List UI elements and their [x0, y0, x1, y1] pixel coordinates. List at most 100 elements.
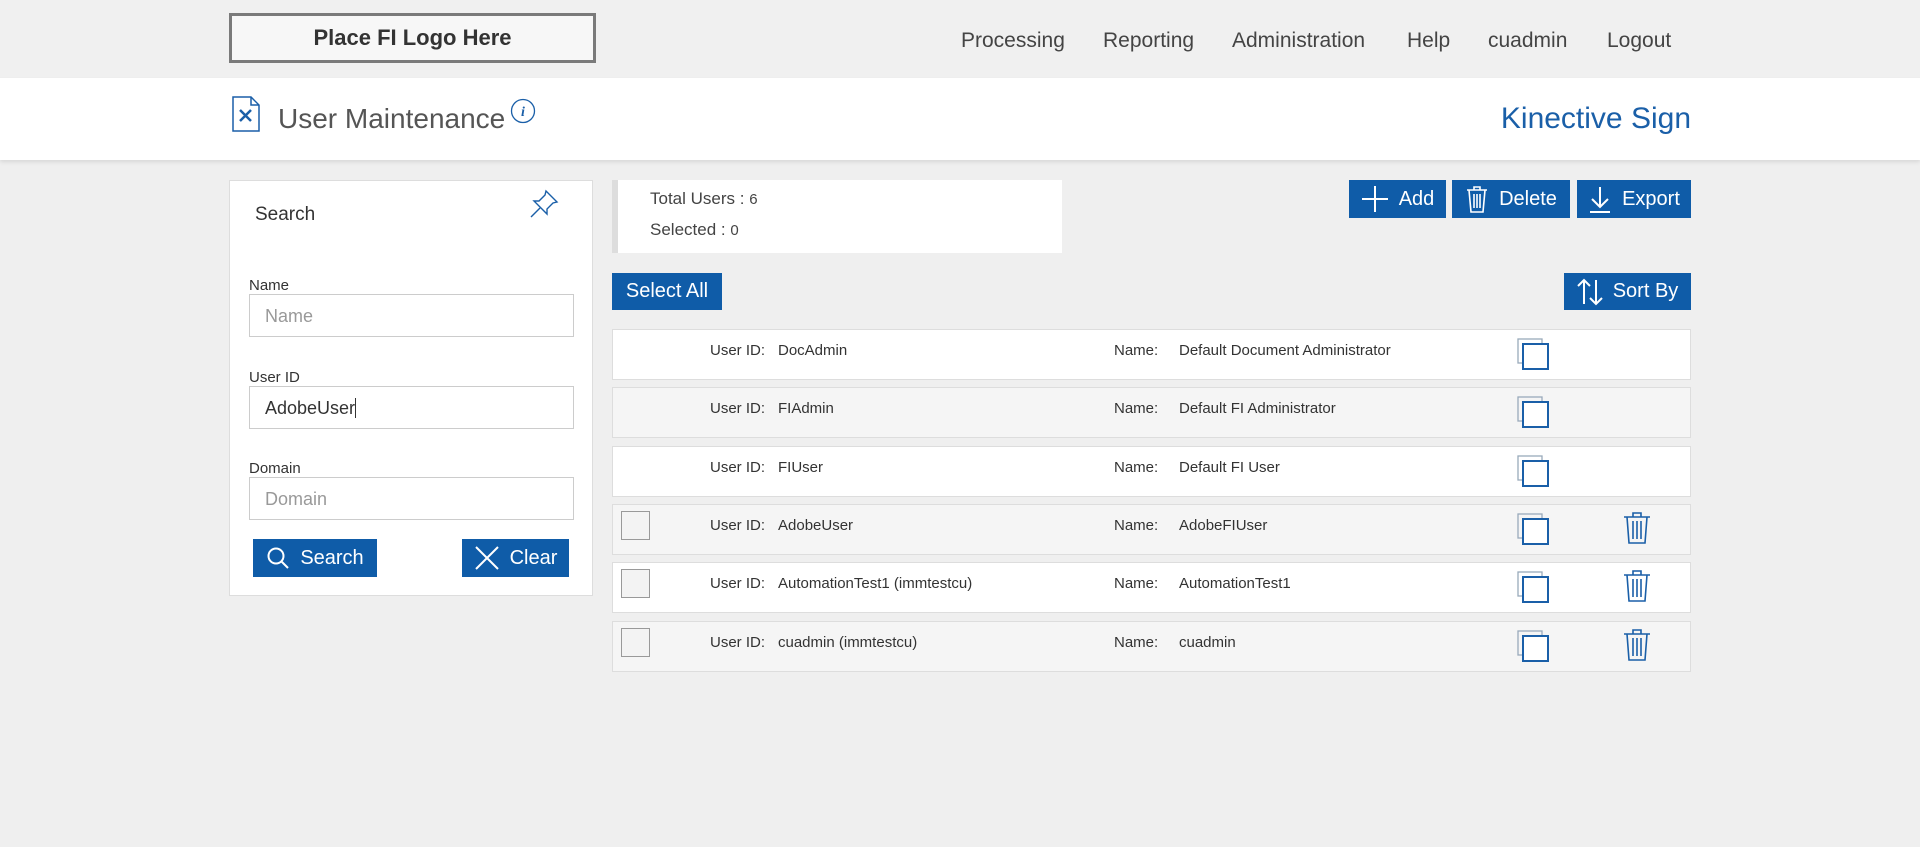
header-band	[0, 78, 1920, 160]
brand: Kinective Sign	[1500, 102, 1691, 135]
logo[interactable]: Place FI Logo Here	[229, 13, 596, 63]
selected-users: Selected : 0	[650, 220, 739, 240]
trash-icon[interactable]	[1622, 628, 1652, 662]
trash-icon[interactable]	[1622, 569, 1652, 603]
copy-button[interactable]	[1516, 629, 1550, 667]
user-id-value: FIUser	[778, 458, 823, 476]
copy-button[interactable]	[1516, 512, 1550, 550]
sort-by-label: Sort By	[1612, 280, 1679, 302]
add-icon	[1361, 186, 1388, 212]
name-label: Name:	[1114, 575, 1159, 593]
user-row: User ID: FIUser Name: Default FI User	[612, 445, 1691, 497]
user-row: User ID: FIAdmin Name: Default FI Administr…	[612, 387, 1691, 439]
copy-button[interactable]	[1516, 337, 1550, 375]
info-icon[interactable]: i	[510, 98, 538, 126]
nav-item[interactable]: Processing	[961, 29, 1065, 52]
clear-button[interactable]: Clear	[462, 539, 569, 577]
summary-box: Total Users : 6 Selected : 0	[612, 180, 1062, 253]
search-button-label: Search	[300, 546, 364, 569]
selected-label: Selected :	[650, 220, 726, 239]
row-checkbox[interactable]	[621, 569, 650, 599]
sort-by-button[interactable]: Sort By	[1564, 273, 1691, 310]
add-label: Add	[1398, 187, 1435, 210]
user-row: User ID: cuadmin (immtestcu) Name: cuadmin	[612, 620, 1691, 672]
export-label: Export	[1622, 187, 1680, 210]
user-id-value: cuadmin (immtestcu)	[778, 633, 918, 651]
user-id-value: FIAdmin	[778, 400, 834, 418]
input-placeholder: Name	[265, 306, 314, 326]
nav-item[interactable]: Reporting	[1103, 29, 1195, 52]
name-label: Name:	[1114, 342, 1159, 359]
input-placeholder: Domain	[265, 489, 328, 509]
field-label: User ID	[249, 369, 300, 386]
name-label: Name:	[1114, 633, 1159, 651]
clear-icon	[474, 546, 499, 570]
name-value: cuadmin	[1179, 633, 1236, 651]
name-label: Name:	[1114, 458, 1159, 476]
delete-button[interactable]: Delete	[1452, 180, 1570, 218]
export-button[interactable]: Export	[1577, 180, 1691, 218]
delete-icon	[1467, 186, 1488, 213]
user-id-label: User ID:	[710, 516, 766, 534]
page-title: User Maintenance	[278, 103, 506, 134]
total-label: Total Users :	[650, 189, 745, 208]
user-id-value: AutomationTest1 (immtestcu)	[778, 575, 973, 593]
nav-item[interactable]: Administration	[1232, 29, 1366, 52]
select-all-label: Select All	[625, 280, 709, 302]
export-icon	[1590, 187, 1611, 213]
total-users: Total Users : 6	[650, 189, 758, 209]
total-value: 6	[749, 191, 758, 208]
nav-item[interactable]: cuadmin	[1488, 29, 1568, 52]
copy-icon[interactable]	[1516, 629, 1550, 663]
field-label: Name	[249, 277, 290, 294]
copy-button[interactable]	[1516, 454, 1550, 492]
name-value: AdobeFIUser	[1179, 516, 1268, 534]
trash-button[interactable]	[1622, 511, 1652, 549]
copy-button[interactable]	[1516, 395, 1550, 433]
user-row: User ID: AutomationTest1 (immtestcu) Name:…	[612, 562, 1691, 614]
sort-icon	[1576, 278, 1603, 305]
copy-icon[interactable]	[1516, 512, 1550, 546]
user-id-value: AdobeUser	[778, 516, 854, 534]
pin-icon[interactable]	[528, 188, 560, 220]
user-id-label: User ID:	[710, 575, 766, 593]
name-value: Default FI Administrator	[1179, 400, 1336, 418]
trash-icon[interactable]	[1622, 511, 1652, 545]
user-row: User ID: DocAdmin Name: Default Document Ad…	[612, 329, 1691, 380]
selected-value: 0	[730, 222, 739, 239]
copy-icon[interactable]	[1516, 337, 1550, 371]
user-id-label: User ID:	[710, 458, 766, 476]
add-button[interactable]: Add	[1349, 180, 1446, 218]
user-row: User ID: AdobeUser Name: AdobeFIUser	[612, 503, 1691, 555]
name-value: Default Document Administrator	[1179, 342, 1391, 359]
trash-button[interactable]	[1622, 628, 1652, 666]
copy-icon[interactable]	[1516, 570, 1550, 604]
select-all-button[interactable]: Select All	[612, 273, 722, 310]
nav-item[interactable]: Help	[1407, 29, 1451, 52]
field-label: Domain	[249, 460, 301, 477]
trash-button[interactable]	[1622, 569, 1652, 607]
user-id-label: User ID:	[710, 400, 766, 418]
copy-icon[interactable]	[1516, 454, 1550, 488]
page-icon	[232, 96, 260, 132]
name-value: AutomationTest1	[1179, 575, 1291, 593]
name-label: Name:	[1114, 516, 1159, 534]
row-checkbox[interactable]	[621, 627, 650, 657]
delete-label: Delete	[1499, 187, 1557, 210]
clear-button-label: Clear	[509, 546, 558, 569]
search-button[interactable]: Search	[253, 539, 377, 577]
search-icon	[267, 547, 290, 569]
text-input[interactable]: AdobeUser	[249, 386, 574, 429]
copy-icon[interactable]	[1516, 395, 1550, 429]
row-checkbox[interactable]	[621, 510, 650, 540]
copy-button[interactable]	[1516, 570, 1550, 608]
name-label: Name:	[1114, 400, 1159, 418]
user-id-value: DocAdmin	[778, 342, 848, 359]
name-value: Default FI User	[1179, 458, 1280, 476]
user-id-label: User ID:	[710, 342, 766, 359]
text-input[interactable]: Domain	[249, 477, 574, 520]
nav-item[interactable]: Logout	[1607, 29, 1672, 52]
text-input[interactable]: Name	[249, 294, 574, 337]
search-title: Search	[255, 204, 316, 225]
